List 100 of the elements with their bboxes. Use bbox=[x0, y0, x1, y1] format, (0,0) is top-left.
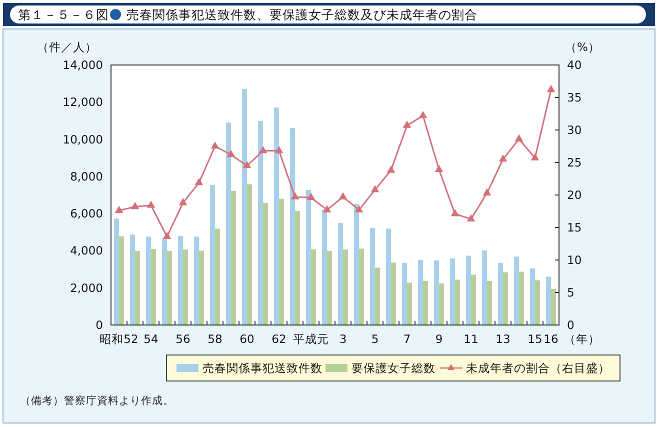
y2-tick-label: 35 bbox=[567, 90, 582, 104]
y-tick-label: 12,000 bbox=[62, 95, 103, 110]
point bbox=[402, 120, 412, 128]
legend-label: 未成年者の割合（右目盛） bbox=[466, 361, 610, 375]
bar bbox=[471, 274, 476, 325]
point bbox=[114, 206, 124, 214]
bar bbox=[322, 210, 327, 325]
bar bbox=[514, 256, 519, 325]
point bbox=[386, 165, 396, 173]
point bbox=[338, 192, 348, 200]
bar bbox=[119, 236, 124, 325]
bar bbox=[391, 262, 396, 325]
bar bbox=[258, 120, 263, 325]
bar bbox=[503, 272, 508, 325]
bar bbox=[498, 262, 503, 325]
bar bbox=[146, 236, 151, 325]
bar bbox=[210, 184, 215, 325]
y-tick-label: 0 bbox=[96, 318, 103, 332]
point bbox=[274, 146, 284, 154]
bar bbox=[162, 238, 167, 325]
x-tick-label: 平成元 bbox=[293, 332, 329, 346]
y2-axis-title: （%） bbox=[565, 40, 600, 54]
chart-title: 第１－５－６図 bbox=[18, 7, 109, 22]
point bbox=[322, 205, 332, 212]
bar bbox=[418, 260, 423, 325]
point bbox=[194, 178, 204, 186]
y-tick-label: 6,000 bbox=[70, 206, 103, 221]
bar bbox=[551, 288, 556, 325]
bar bbox=[375, 268, 380, 325]
bar bbox=[535, 280, 540, 325]
y-axis-title: （件／人） bbox=[37, 40, 97, 54]
point bbox=[370, 184, 380, 192]
bar bbox=[306, 190, 311, 325]
x-tick-label: 13 bbox=[496, 332, 510, 346]
point bbox=[146, 200, 156, 208]
point bbox=[466, 214, 476, 222]
x-tick-label: 11 bbox=[464, 332, 478, 346]
point bbox=[418, 110, 428, 118]
point bbox=[258, 146, 268, 154]
point bbox=[306, 192, 316, 200]
text: （備考）警察庁資料より作成。 bbox=[20, 394, 174, 407]
bar bbox=[242, 88, 247, 325]
bar bbox=[311, 249, 316, 325]
bar bbox=[455, 280, 460, 325]
point bbox=[546, 84, 556, 92]
bar bbox=[546, 276, 551, 325]
x-tick-label: 7 bbox=[403, 332, 411, 346]
bar bbox=[402, 262, 407, 325]
y2-tick-label: 0 bbox=[567, 318, 574, 332]
bar bbox=[247, 184, 252, 325]
point bbox=[290, 192, 300, 200]
point bbox=[514, 134, 524, 142]
y-tick-label: 14,000 bbox=[62, 58, 103, 72]
bar bbox=[450, 258, 455, 325]
bar bbox=[295, 210, 300, 325]
y2-tick-label: 5 bbox=[567, 286, 574, 300]
bar bbox=[183, 250, 188, 325]
point bbox=[434, 164, 444, 172]
x-tick-label: 16 bbox=[544, 332, 558, 346]
point bbox=[450, 209, 460, 216]
bar bbox=[327, 250, 332, 325]
bar bbox=[151, 249, 156, 325]
point bbox=[226, 150, 236, 158]
x-tick-label: 9 bbox=[435, 332, 443, 346]
point bbox=[242, 160, 252, 168]
legend-label: 売春関係事犯送致件数 bbox=[202, 361, 322, 375]
point bbox=[210, 141, 220, 149]
bar bbox=[482, 250, 487, 325]
y2-tick-label: 20 bbox=[567, 188, 582, 202]
point bbox=[130, 202, 140, 210]
bar bbox=[290, 128, 295, 325]
y-tick-label: 4,000 bbox=[70, 244, 103, 258]
bar bbox=[370, 228, 375, 325]
x-tick-label: 56 bbox=[176, 332, 190, 346]
point bbox=[354, 205, 364, 212]
y2-tick-label: 10 bbox=[567, 253, 582, 267]
bar bbox=[423, 280, 428, 325]
bar bbox=[530, 268, 535, 325]
x-tick-label: 54 bbox=[144, 332, 158, 346]
point bbox=[498, 154, 508, 162]
bar bbox=[359, 248, 364, 325]
bar bbox=[178, 236, 183, 325]
bar bbox=[231, 190, 236, 325]
y2-tick-label: 30 bbox=[567, 123, 582, 137]
bar bbox=[407, 282, 412, 325]
x-tick-label: 3 bbox=[339, 332, 347, 346]
bar bbox=[466, 256, 471, 325]
x-axis-title: （年） bbox=[564, 332, 600, 346]
bar bbox=[215, 228, 220, 325]
bar bbox=[226, 122, 231, 325]
bar bbox=[519, 272, 524, 325]
y-tick-label: 8,000 bbox=[70, 169, 103, 184]
y2-tick-label: 15 bbox=[567, 220, 582, 234]
bar bbox=[434, 260, 439, 325]
point bbox=[482, 188, 492, 196]
x-tick-label: 60 bbox=[240, 332, 254, 346]
bar bbox=[354, 204, 359, 325]
bar bbox=[135, 250, 140, 325]
bar bbox=[338, 223, 343, 325]
x-tick-label: 62 bbox=[272, 332, 286, 346]
